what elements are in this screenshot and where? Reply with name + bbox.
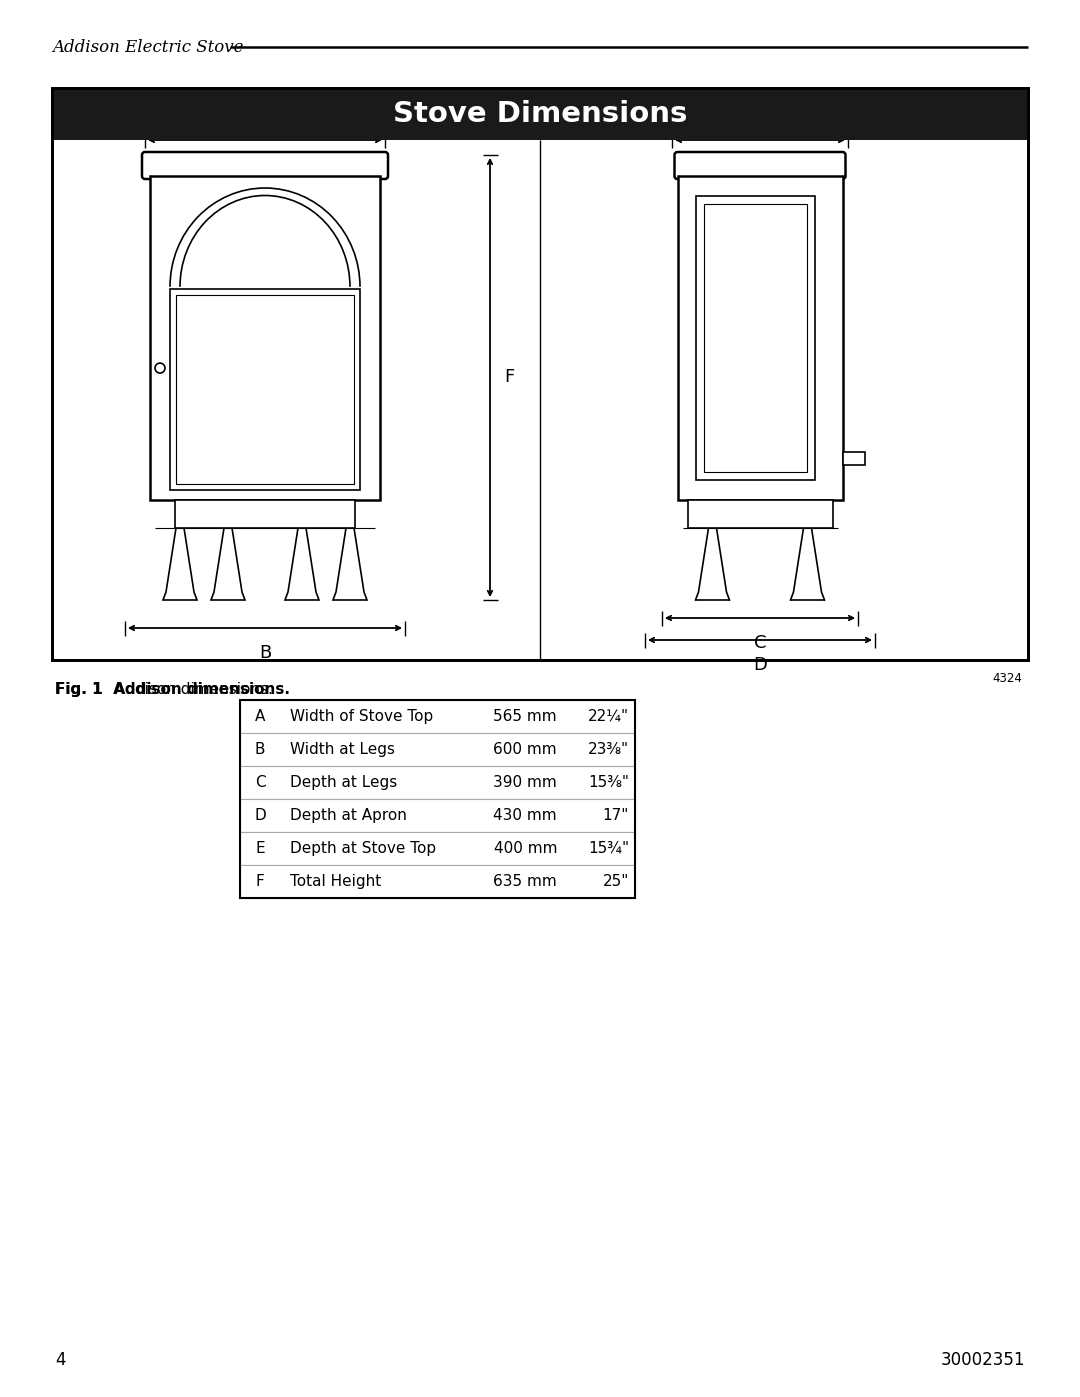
Text: 400 mm: 400 mm xyxy=(494,841,557,856)
Text: 635 mm: 635 mm xyxy=(494,875,557,888)
Text: D: D xyxy=(254,807,266,823)
Text: B: B xyxy=(255,742,266,757)
Bar xyxy=(52,88,1028,659)
Bar xyxy=(52,88,1028,140)
Bar xyxy=(175,500,355,528)
Text: 4: 4 xyxy=(55,1351,66,1369)
Text: Width of Stove Top: Width of Stove Top xyxy=(291,710,433,724)
Text: 565 mm: 565 mm xyxy=(494,710,557,724)
Bar xyxy=(240,700,635,733)
Text: 15¾": 15¾" xyxy=(588,841,629,856)
Text: Depth at Legs: Depth at Legs xyxy=(291,775,397,789)
Bar xyxy=(240,799,635,833)
Text: F: F xyxy=(504,369,514,387)
Bar xyxy=(170,289,360,490)
Bar xyxy=(842,453,864,465)
Bar xyxy=(703,204,807,472)
Text: E: E xyxy=(255,841,265,856)
Bar xyxy=(240,833,635,865)
Text: Fig. 1  Addison dimensions.: Fig. 1 Addison dimensions. xyxy=(55,682,291,697)
Bar xyxy=(176,295,354,483)
Text: Stove Dimensions: Stove Dimensions xyxy=(393,101,687,129)
Bar xyxy=(240,865,635,898)
Text: Addison dimensions.: Addison dimensions. xyxy=(114,682,273,697)
Text: 22¼": 22¼" xyxy=(588,710,629,724)
Text: A: A xyxy=(255,710,266,724)
Bar xyxy=(150,176,380,500)
FancyBboxPatch shape xyxy=(141,152,388,179)
Text: 4324: 4324 xyxy=(993,672,1022,685)
Text: B: B xyxy=(259,644,271,662)
Text: 600 mm: 600 mm xyxy=(494,742,557,757)
Text: Width at Legs: Width at Legs xyxy=(291,742,395,757)
Text: Total Height: Total Height xyxy=(291,875,381,888)
Text: 17": 17" xyxy=(603,807,629,823)
Text: E: E xyxy=(754,106,766,124)
Text: Fig. 1: Fig. 1 xyxy=(55,682,108,697)
Text: 23⅜": 23⅜" xyxy=(588,742,629,757)
Bar xyxy=(677,176,842,500)
Text: 390 mm: 390 mm xyxy=(494,775,557,789)
Bar xyxy=(52,88,1028,140)
Bar xyxy=(688,500,833,528)
Text: Stove Dimensions: Stove Dimensions xyxy=(393,101,687,129)
FancyBboxPatch shape xyxy=(675,152,846,179)
Text: 25": 25" xyxy=(603,875,629,888)
Text: Depth at Stove Top: Depth at Stove Top xyxy=(291,841,436,856)
Text: A: A xyxy=(259,106,271,124)
Text: D: D xyxy=(753,657,767,673)
Text: 30002351: 30002351 xyxy=(941,1351,1025,1369)
Text: Depth at Apron: Depth at Apron xyxy=(291,807,407,823)
Text: 430 mm: 430 mm xyxy=(494,807,557,823)
Text: F: F xyxy=(256,875,265,888)
Text: 15⅜": 15⅜" xyxy=(588,775,629,789)
Bar xyxy=(696,196,814,481)
Bar xyxy=(52,88,1028,659)
Text: Addison Electric Stove: Addison Electric Stove xyxy=(52,39,243,56)
Bar xyxy=(240,766,635,799)
Text: C: C xyxy=(754,634,766,652)
Bar xyxy=(240,733,635,766)
Text: C: C xyxy=(255,775,266,789)
Bar xyxy=(240,700,635,898)
